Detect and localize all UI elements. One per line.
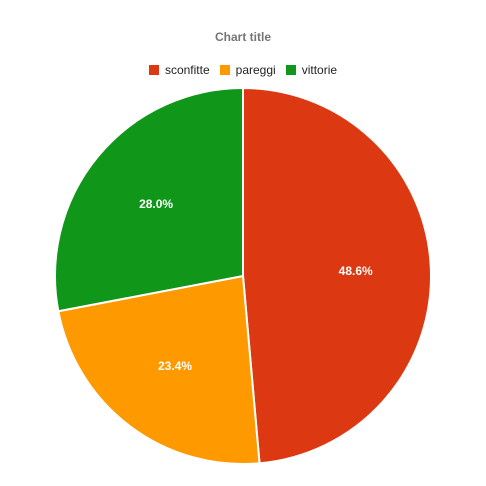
legend-label-pareggi: pareggi: [235, 63, 276, 77]
legend-item-sconfitte[interactable]: sconfitte: [148, 63, 210, 77]
legend-swatch-vittorie: [285, 65, 296, 75]
legend-item-pareggi[interactable]: pareggi: [219, 63, 276, 77]
legend-item-vittorie[interactable]: vittorie: [285, 63, 338, 77]
slice-label-vittorie: 28.0%: [139, 197, 173, 211]
legend-swatch-pareggi: [219, 65, 230, 75]
legend-label-sconfitte: sconfitte: [164, 63, 210, 77]
pie-slice-pareggi[interactable]: [57, 274, 261, 465]
legend-label-vittorie: vittorie: [301, 63, 338, 77]
chart-title: Chart title: [214, 30, 271, 44]
legend-swatch-sconfitte: [148, 65, 159, 75]
slice-label-sconfitte: 48.6%: [339, 264, 373, 278]
pie-slice-sconfitte[interactable]: [242, 86, 432, 465]
slice-label-pareggi: 23.4%: [158, 359, 192, 373]
pie-slice-vittorie[interactable]: [54, 86, 244, 313]
legend: sconfitte pareggi vittorie: [0, 63, 486, 77]
